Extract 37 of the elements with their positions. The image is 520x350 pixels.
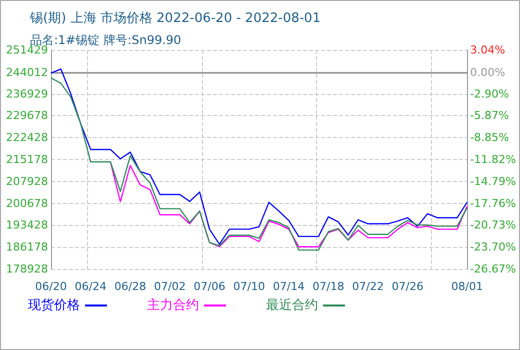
line-series bbox=[110, 161, 468, 248]
x-tick-label: 07/26 bbox=[392, 280, 424, 293]
y2-tick-label: -8.85% bbox=[470, 131, 510, 144]
x-tick-label: 07/18 bbox=[312, 280, 344, 293]
y-tick-label: 186178 bbox=[6, 240, 48, 254]
legend-label: 主力合约 bbox=[147, 297, 199, 313]
x-tick-label: 07/06 bbox=[194, 280, 226, 293]
y2-tick-label: -2.90% bbox=[470, 87, 510, 100]
x-tick-label: 06/20 bbox=[35, 280, 67, 293]
y-tick-label: 193428 bbox=[6, 218, 48, 232]
y-tick-label: 178928 bbox=[6, 262, 48, 276]
legend-label: 现货价格 bbox=[28, 298, 80, 313]
y-tick-label: 244012 bbox=[6, 66, 48, 79]
y-tick-label: 207928 bbox=[6, 174, 48, 188]
y2-tick-label: -23.70% bbox=[470, 240, 516, 254]
x-tick-label: 07/22 bbox=[352, 280, 384, 293]
x-tick-label: 06/24 bbox=[74, 280, 106, 293]
x-tick-label: 06/28 bbox=[114, 280, 146, 293]
y-tick-label: 236929 bbox=[6, 87, 48, 100]
x-tick-label: 08/01 bbox=[451, 280, 483, 293]
y-tick-label: 229678 bbox=[6, 109, 48, 122]
y2-tick-label: -14.79% bbox=[470, 174, 516, 188]
x-tick-label: 07/10 bbox=[233, 280, 265, 293]
y2-tick-label: -26.67% bbox=[470, 262, 516, 276]
y2-tick-label: -20.73% bbox=[470, 218, 516, 232]
y2-tick-label: -5.87% bbox=[470, 109, 510, 122]
y-tick-label: 215178 bbox=[6, 153, 48, 166]
y2-tick-label: -17.76% bbox=[470, 196, 516, 210]
y-tick-label: 200678 bbox=[6, 196, 48, 210]
y2-tick-label: -11.82% bbox=[470, 153, 516, 166]
y2-tick-label: 3.04% bbox=[470, 44, 506, 56]
legend-label: 最近合约 bbox=[266, 298, 318, 313]
x-tick-label: 07/02 bbox=[154, 280, 186, 293]
chart-title: 锡(期) 上海 市场价格 2022-06-20 - 2022-08-01 bbox=[29, 11, 321, 26]
x-tick-label: 07/14 bbox=[272, 280, 305, 293]
y2-tick-label: 0.00% bbox=[470, 66, 506, 79]
y-tick-label: 222428 bbox=[6, 131, 48, 144]
